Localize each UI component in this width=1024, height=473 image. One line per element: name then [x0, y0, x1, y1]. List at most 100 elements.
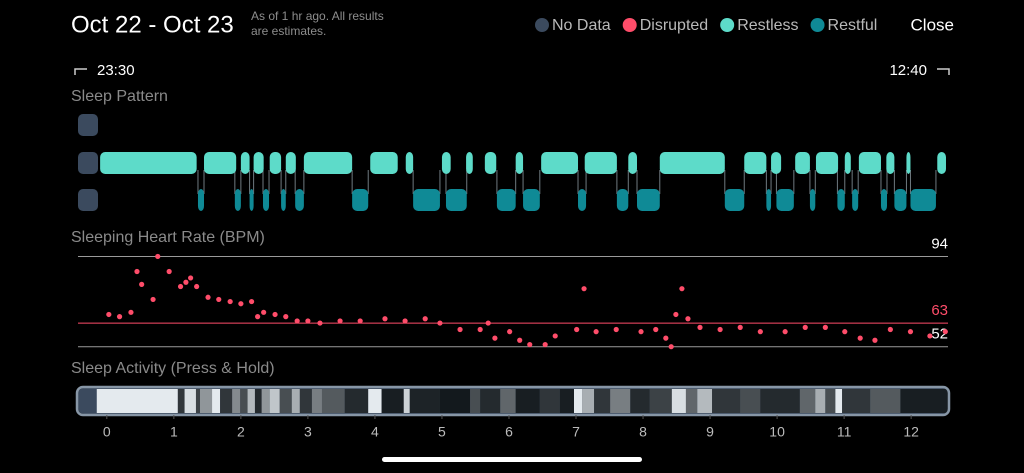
activity-segment — [573, 389, 583, 413]
heart-rate-point — [887, 326, 893, 333]
activity-segment — [269, 389, 280, 413]
restless-segment — [628, 152, 637, 174]
restful-segment — [578, 189, 587, 211]
heart-rate-point — [382, 316, 388, 322]
heart-rate-point — [907, 329, 914, 335]
restful-segment — [852, 189, 859, 211]
heart-rate-point — [542, 341, 548, 348]
home-indicator — [382, 457, 642, 462]
restless-segment — [484, 152, 497, 174]
heart-rate-point — [857, 335, 863, 341]
heart-rate-point — [552, 333, 558, 339]
heart-rate-point — [422, 316, 428, 322]
end-time: 12:40 — [889, 62, 927, 79]
heart-rate-point — [155, 253, 161, 260]
activity-segment — [96, 389, 178, 413]
x-tick-label: 7 — [572, 424, 580, 440]
restless-segment — [541, 152, 579, 174]
activity-segment — [261, 389, 270, 413]
heart-rate-point — [457, 326, 463, 333]
activity-segment — [195, 389, 200, 413]
activity-segment — [539, 389, 560, 413]
restless-segment — [466, 152, 473, 174]
x-tick-label: 4 — [371, 424, 379, 440]
x-tick-label: 11 — [837, 424, 852, 440]
restful-segment — [724, 189, 745, 211]
legend-label: No Data — [552, 17, 611, 34]
activity-segment — [344, 389, 369, 413]
activity-segment — [232, 389, 241, 413]
legend-swatch — [720, 18, 735, 32]
heart-rate-point — [106, 311, 112, 318]
activity-segment — [279, 389, 292, 413]
activity-segment — [825, 389, 836, 413]
heart-rate-point — [782, 329, 788, 335]
section-title: Sleep Activity (Press & Hold) — [71, 360, 275, 377]
restless-segment — [269, 152, 282, 174]
reference-label: 63 — [931, 302, 948, 319]
x-tick-label: 0 — [103, 424, 111, 440]
activity-segment — [184, 389, 196, 413]
x-tick-label: 9 — [706, 424, 714, 440]
activity-segment — [212, 389, 221, 413]
activity-segment — [254, 389, 262, 413]
heart-rate-point — [507, 329, 513, 335]
restful-segment — [249, 189, 254, 211]
activity-segment — [321, 389, 345, 413]
restful-segment — [496, 189, 516, 211]
activity-segment — [409, 389, 440, 413]
heart-rate-point — [593, 329, 599, 335]
heart-rate-point — [822, 324, 828, 330]
heart-rate-point — [613, 326, 619, 333]
activity-segment — [247, 389, 255, 413]
range-bracket — [74, 68, 87, 75]
restless-segment — [515, 152, 524, 174]
restful-segment — [523, 189, 540, 211]
restful-segment — [894, 189, 907, 211]
activity-segment — [381, 389, 404, 413]
heart-rate-point — [128, 309, 134, 315]
activity-segment — [368, 389, 382, 413]
heart-rate-point — [194, 283, 200, 290]
heart-rate-point — [216, 296, 222, 303]
restful-segment — [837, 189, 845, 211]
section-title: Sleep Pattern — [71, 88, 168, 105]
heart-rate-point — [653, 326, 659, 333]
heart-rate-point — [255, 314, 261, 320]
restless-segment — [100, 152, 197, 174]
restless-segment — [285, 152, 296, 174]
activity-segment — [439, 389, 471, 413]
heart-rate-point — [927, 333, 933, 339]
heart-rate-point — [261, 309, 267, 315]
heart-rate-point — [227, 298, 233, 305]
activity-segment — [299, 389, 312, 413]
heart-rate-point — [139, 281, 145, 287]
legend-swatch — [535, 18, 549, 32]
heart-rate-point — [679, 286, 685, 292]
activity-frame — [75, 385, 951, 417]
activity-segment — [630, 389, 650, 413]
activity-segment — [870, 389, 901, 413]
activity-segment — [842, 389, 871, 413]
heart-rate-point — [581, 286, 587, 292]
restful-segment — [776, 189, 794, 211]
activity-segment — [649, 389, 672, 413]
heart-rate-point — [574, 326, 580, 333]
row-marker — [78, 152, 98, 174]
restless-segment — [204, 152, 237, 174]
heart-rate-point — [942, 329, 948, 335]
legend-label: Disrupted — [640, 17, 708, 34]
restless-segment — [253, 152, 264, 174]
restless-segment — [584, 152, 617, 174]
restless-segment — [815, 152, 839, 174]
restless-segment — [370, 152, 398, 174]
activity-segment — [240, 389, 248, 413]
heart-rate-point — [294, 318, 300, 324]
x-tick-label: 2 — [237, 424, 245, 440]
heart-rate-point — [283, 314, 289, 320]
heart-rate-point — [437, 320, 443, 326]
heart-rate-point — [638, 329, 644, 335]
restless-segment — [886, 152, 895, 174]
close-button[interactable]: Close — [911, 15, 954, 34]
activity-segment — [815, 389, 826, 413]
